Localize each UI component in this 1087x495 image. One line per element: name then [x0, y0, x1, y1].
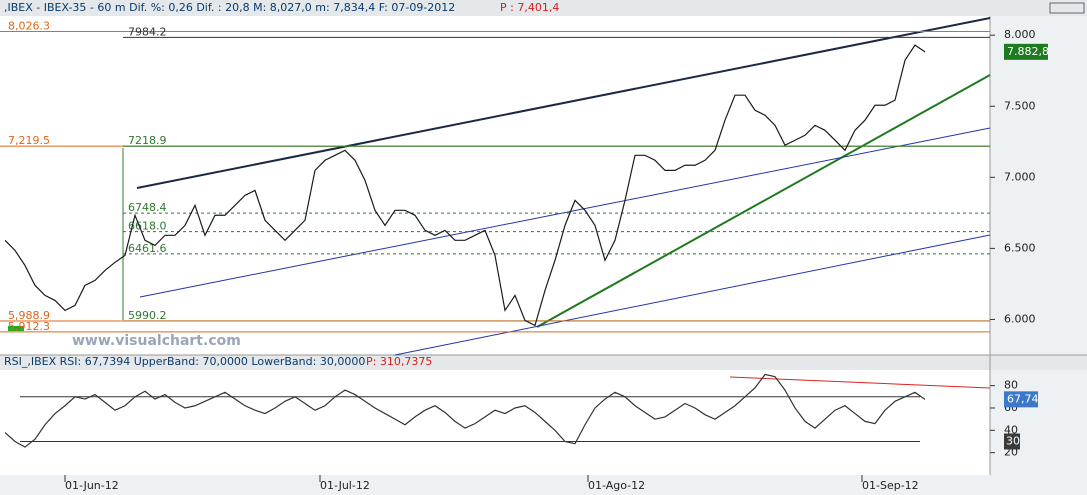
price-axis-bg — [990, 16, 1087, 355]
window-button[interactable] — [1049, 2, 1085, 14]
price-header-bar — [0, 0, 1087, 16]
level-label: 7,219.5 — [8, 134, 50, 147]
trend-line — [394, 234, 991, 356]
band-badge — [1004, 433, 1020, 450]
y-tick-label: 40 — [1004, 423, 1018, 436]
level-label: 8,026.3 — [8, 19, 50, 32]
y-tick-label: 80 — [1004, 379, 1018, 392]
last-value-label: 7.882,8 — [1007, 45, 1049, 58]
level-label: 5990.2 — [128, 309, 167, 322]
rsi-header: RSI_,IBEX RSI: 67,7394 UpperBand: 70,000… — [4, 355, 365, 368]
price-header: ,IBEX - IBEX-35 - 60 m Dif. %: 0,26 Dif.… — [4, 1, 455, 14]
rsi-header-bar — [0, 355, 1087, 370]
level-label: 5,912.3 — [8, 320, 50, 333]
y-tick-label: 6.500 — [1004, 241, 1036, 254]
x-tick-label: 01-Sep-12 — [862, 479, 919, 492]
y-tick-label: 7.500 — [1004, 99, 1036, 112]
trend-line — [536, 74, 991, 328]
level-label: 7984.2 — [128, 25, 167, 38]
trend-line — [136, 17, 991, 189]
x-axis-bg — [0, 475, 1087, 495]
volume-marker — [8, 326, 24, 331]
series-line — [4, 44, 926, 327]
rsi-header-price: P: 310,7375 — [366, 355, 432, 368]
trend-line — [139, 127, 991, 298]
last-value-label: 67,74 — [1007, 392, 1039, 405]
rsi-trend-line — [729, 376, 991, 389]
rsi-axis-bg — [990, 370, 1087, 475]
x-tick-label: 01-Jun-12 — [65, 479, 119, 492]
y-tick-label: 7.000 — [1004, 170, 1036, 183]
last-value-badge — [1004, 391, 1038, 408]
level-label: 6748.4 — [128, 201, 167, 214]
y-tick-label: 8.000 — [1004, 28, 1036, 41]
series-line — [4, 373, 926, 448]
price-header-price: P : 7,401,4 — [500, 1, 559, 14]
last-value-badge — [1004, 43, 1048, 60]
watermark: www.visualchart.com — [72, 333, 241, 349]
level-label: 5,988.9 — [8, 309, 50, 322]
x-tick-label: 01-Jul-12 — [320, 479, 370, 492]
x-tick-label: 01-Ago-12 — [588, 479, 645, 492]
level-label: 7218.9 — [128, 134, 167, 147]
band-badge-label: 30 — [1006, 434, 1020, 447]
level-label: 6461.6 — [128, 242, 167, 255]
y-tick-label: 6.000 — [1004, 312, 1036, 325]
